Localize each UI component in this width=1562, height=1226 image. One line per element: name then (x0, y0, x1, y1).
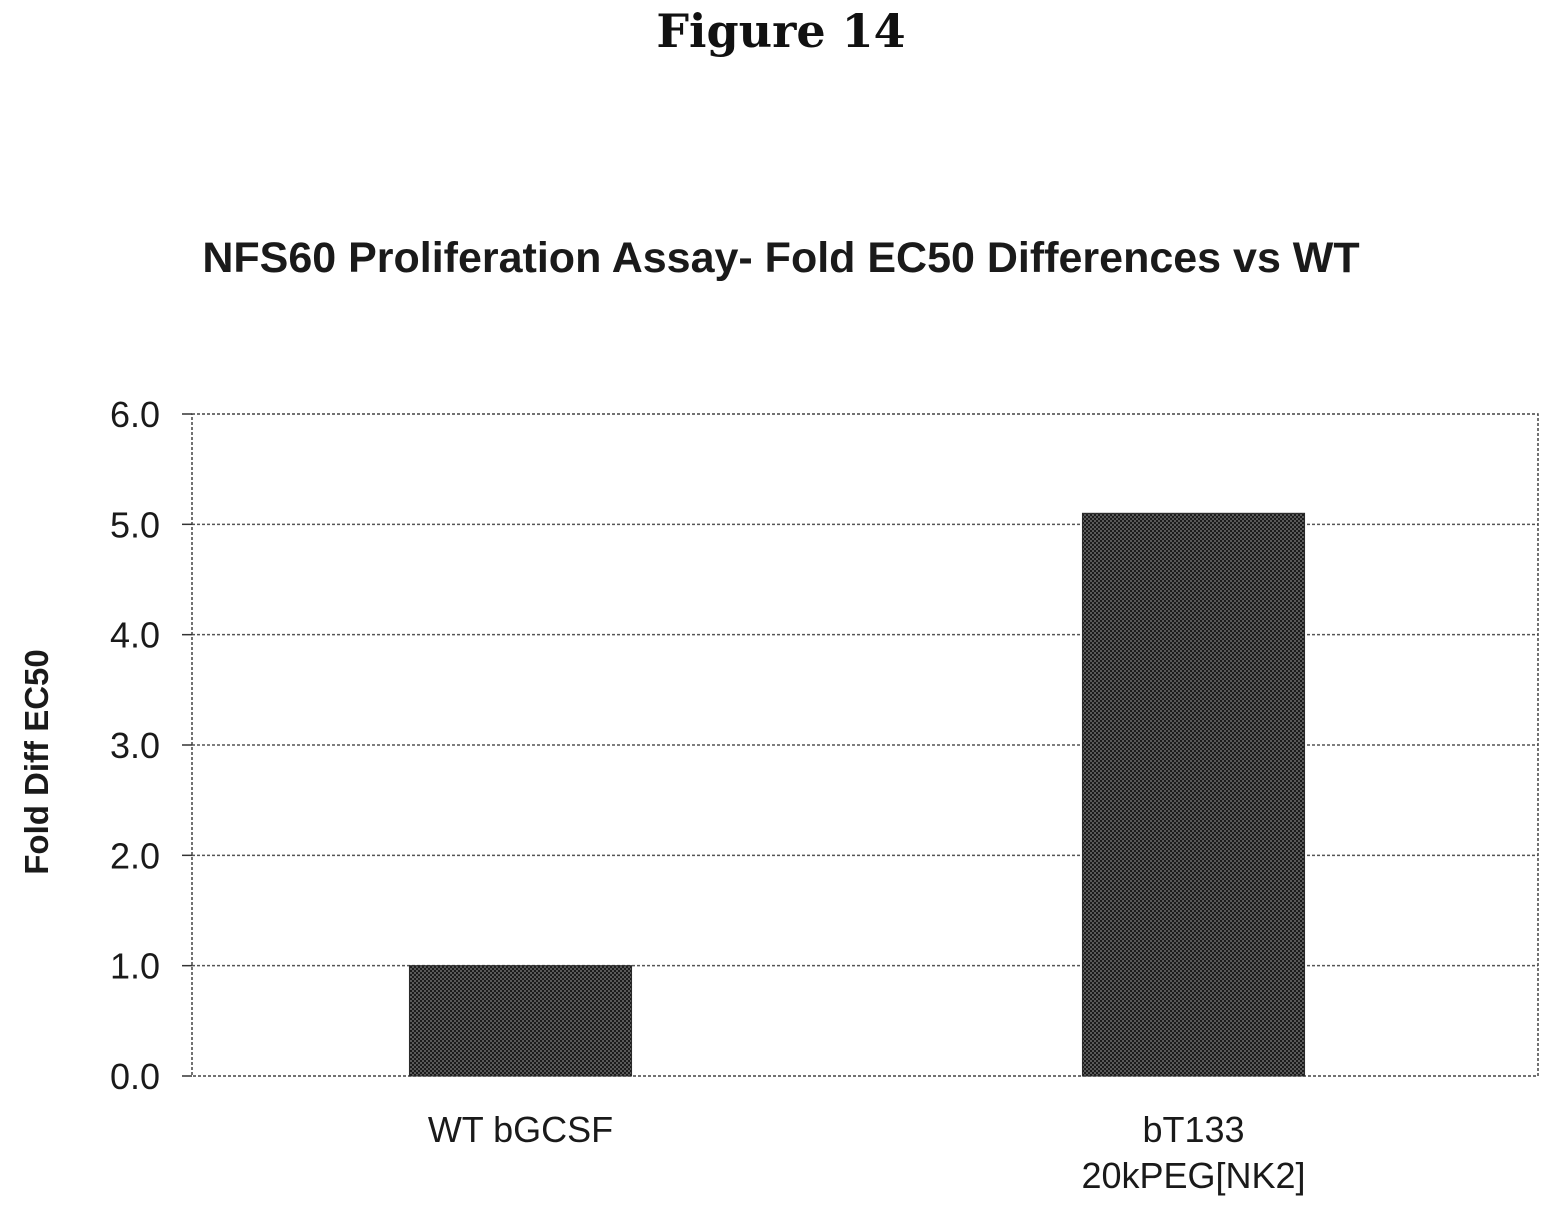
x-category-label: bT133 (1142, 1109, 1244, 1150)
bar (408, 965, 633, 1077)
y-tick-label: 4.0 (110, 615, 160, 656)
figure-label: Figure 14 (656, 4, 906, 58)
y-tick-label: 0.0 (110, 1056, 160, 1097)
bar (1081, 512, 1306, 1077)
y-axis-ticks: 0.0 1.0 2.0 3.0 4.0 5.0 6.0 (110, 394, 192, 1097)
y-tick-label: 6.0 (110, 394, 160, 435)
chart-title: NFS60 Proliferation Assay- Fold EC50 Dif… (202, 234, 1359, 282)
x-category-label: 20kPEG[NK2] (1081, 1155, 1305, 1196)
y-tick-label: 1.0 (110, 946, 160, 987)
gridlines (192, 523, 1538, 967)
y-tick-label: 2.0 (110, 835, 160, 876)
bars (408, 512, 1306, 1077)
y-axis-label: Fold Diff EC50 (18, 649, 55, 875)
x-axis-labels: WT bGCSF bT133 20kPEG[NK2] (428, 1109, 1306, 1196)
y-tick-label: 5.0 (110, 504, 160, 545)
x-category-label: WT bGCSF (428, 1109, 613, 1150)
y-tick-label: 3.0 (110, 725, 160, 766)
